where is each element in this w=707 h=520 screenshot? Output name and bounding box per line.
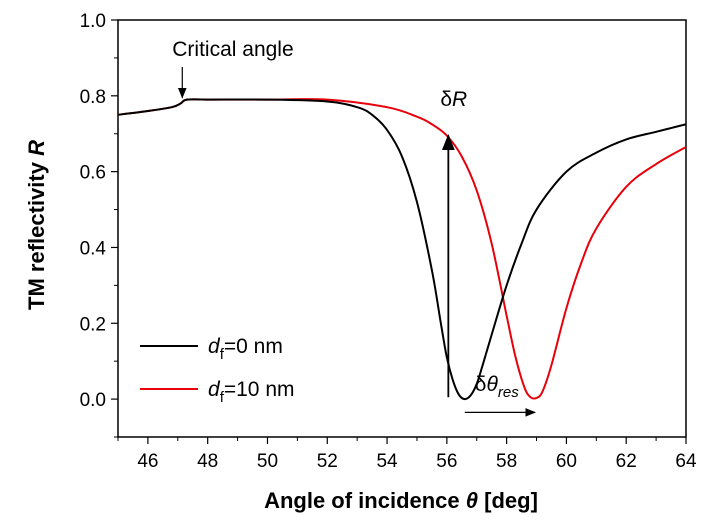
y-tick-label: 0.6 xyxy=(80,163,106,184)
x-axis-title: Angle of incidence θ [deg] xyxy=(264,488,538,513)
x-tick-label: 56 xyxy=(436,451,457,472)
delta-r-var: R xyxy=(452,88,467,111)
y-axis-title: TM reflectivity R xyxy=(24,140,49,310)
legend-var: d xyxy=(208,378,221,401)
delta-r-label: δR xyxy=(440,88,467,111)
legend-sub: f xyxy=(220,346,225,363)
x-tick-label: 46 xyxy=(137,451,158,472)
x-tick-label: 52 xyxy=(317,451,338,472)
x-title-var: θ xyxy=(466,488,478,513)
y-title-text: TM reflectivity xyxy=(24,156,49,310)
legend-label-1: df=10 nm xyxy=(208,378,295,406)
legend-rest: =10 nm xyxy=(224,378,295,401)
x-title-text: Angle of incidence xyxy=(264,488,466,513)
delta-symbol: δ xyxy=(440,88,452,111)
series-layer xyxy=(117,98,687,401)
y-tick-label: 0.2 xyxy=(80,314,106,335)
x-tick-label: 60 xyxy=(556,451,577,472)
x-tick-label: 58 xyxy=(496,451,517,472)
legend-rest: =0 nm xyxy=(224,335,283,358)
legend-label-0: df=0 nm xyxy=(208,335,283,363)
delta-theta-var: θ xyxy=(486,373,498,396)
y-tick-label: 0.8 xyxy=(80,87,106,108)
delta-theta-label: δθres xyxy=(475,373,519,401)
y-tick-label: 1.0 xyxy=(80,11,106,32)
legend-var: d xyxy=(208,335,221,358)
x-tick-label: 64 xyxy=(675,451,697,472)
delta-symbol: δ xyxy=(475,373,487,396)
series-line-1 xyxy=(117,98,687,400)
legend-sub: f xyxy=(220,389,225,406)
plot-frame xyxy=(117,19,687,438)
series-line-0 xyxy=(117,98,687,401)
x-tick-label: 54 xyxy=(376,451,398,472)
y-tick-label: 0.4 xyxy=(80,238,107,259)
critical-angle-label: Critical angle xyxy=(172,38,293,61)
delta-theta-sub: res xyxy=(498,384,519,401)
x-tick-label: 50 xyxy=(257,451,278,472)
x-tick-label: 48 xyxy=(197,451,218,472)
plot-axes: 46 48 50 52 54 56 58 60 62 64 0.0 0.2 0.4 0.6 0.8 1.0 xyxy=(80,11,697,472)
x-title-unit: [deg] xyxy=(478,488,538,513)
x-tick-label: 62 xyxy=(616,451,637,472)
y-title-var: R xyxy=(24,140,49,156)
y-tick-label: 0.0 xyxy=(80,390,106,411)
